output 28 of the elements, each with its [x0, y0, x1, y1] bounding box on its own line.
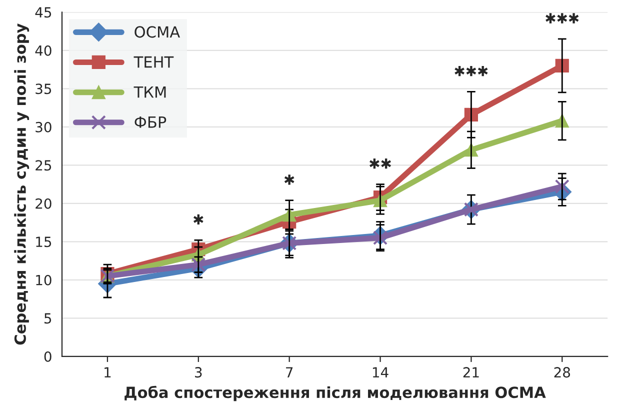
x-tick-label: 7 — [286, 367, 293, 378]
x-tick-label: 14 — [372, 367, 388, 378]
y-tick-label: 30 — [36, 122, 52, 132]
point — [372, 230, 388, 246]
y-tick-label: 25 — [36, 160, 52, 171]
annotation: ✱ — [193, 214, 204, 225]
x-tick-label: 3 — [195, 367, 202, 378]
y-tick-label: 15 — [36, 236, 52, 248]
y-tick-label: 40 — [35, 45, 52, 56]
y-tick-label: 35 — [36, 84, 52, 94]
y-tick-label: 10 — [36, 274, 52, 286]
y-tick-label: 0 — [44, 351, 52, 362]
annotation: ✱✱✱ — [454, 66, 488, 76]
y-axis-title: Середня кількість судин у полі зору — [14, 23, 30, 345]
legend-label: ТЕНТ — [134, 56, 174, 68]
annotation: ✱ — [284, 174, 294, 185]
y-tick-label: 20 — [36, 198, 52, 209]
x-tick-label: 21 — [463, 367, 479, 378]
x-tick-label: 1 — [104, 367, 111, 378]
x-axis-title: Доба спостереження після моделювання ОСМА — [124, 386, 546, 402]
y-tick-label: 5 — [44, 313, 52, 324]
x-tick-label: 28 — [554, 367, 570, 378]
legend-label: ТКМ — [134, 86, 166, 98]
legend-label: ОСМА — [134, 26, 180, 38]
annotation: ✱✱ — [370, 158, 392, 169]
annotation: ✱✱✱ — [546, 13, 579, 24]
y-tick-label: 45 — [35, 7, 52, 18]
legend-label: ФБР — [134, 116, 166, 128]
